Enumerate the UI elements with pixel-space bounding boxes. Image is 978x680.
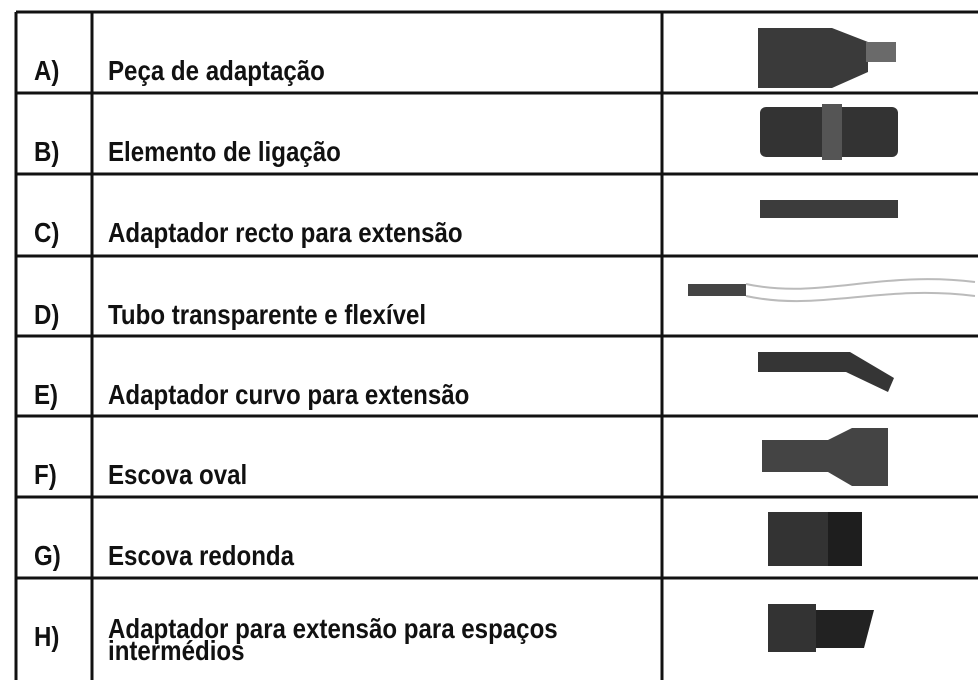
image-a [758, 28, 868, 88]
image-b-ring [822, 104, 842, 160]
row-letter: E) [34, 379, 59, 410]
row-letter: H) [34, 621, 60, 652]
image-f [762, 428, 888, 486]
image-g-brush [828, 512, 862, 566]
image-h-slot [816, 610, 874, 648]
row-label: Adaptador curvo para extensão [108, 379, 470, 410]
row-label: Peça de adaptação [108, 55, 325, 86]
image-d-tube [745, 278, 976, 303]
image-e [758, 352, 894, 392]
row-letter: A) [34, 55, 60, 86]
row-letter: G) [34, 540, 61, 571]
row-label: Tubo transparente e flexível [108, 299, 427, 330]
table-grid [14, 10, 978, 680]
row-label: Elemento de ligação [108, 136, 341, 167]
image-h [768, 604, 816, 652]
row-letter: D) [34, 299, 60, 330]
accessory-images [688, 28, 976, 652]
image-d-connector [688, 284, 746, 296]
row-letter: B) [34, 136, 60, 167]
image-a-nozzle [866, 42, 896, 62]
row-label: Escova oval [108, 459, 248, 490]
row-label: Adaptador para extensão para espaços int… [108, 613, 558, 666]
image-c [760, 200, 898, 218]
row-label: Escova redonda [108, 540, 295, 571]
image-g [768, 512, 828, 566]
row-letter: F) [34, 459, 57, 490]
row-label: Adaptador recto para extensão [108, 217, 463, 248]
row-letter: C) [34, 217, 60, 248]
